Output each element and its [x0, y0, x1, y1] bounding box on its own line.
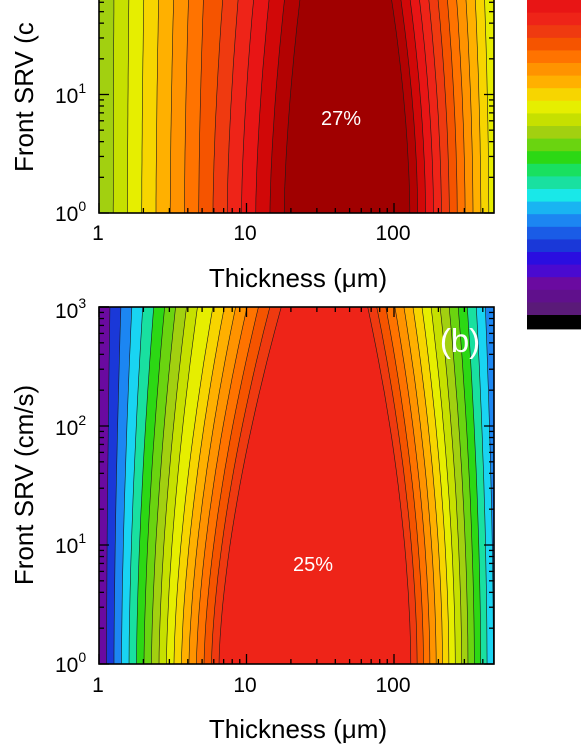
- y-tick-base-b-100: 10: [55, 417, 78, 440]
- colorbar-swatch: [527, 214, 581, 228]
- x-tick-label-a-1: 1: [92, 222, 104, 245]
- colorbar-swatch: [527, 163, 581, 177]
- colorbar-swatch: [527, 75, 581, 89]
- y-tick-exp-b-1000: 3: [78, 295, 86, 311]
- colorbar-swatch: [527, 189, 581, 202]
- y-axis-title-b: Front SRV (cm/s): [9, 385, 39, 585]
- colorbar-swatch: [527, 277, 581, 291]
- colorbar-swatch: [527, 302, 581, 316]
- y-tick-label-a-1: 100: [55, 198, 86, 226]
- x-tick-label-b-100: 100: [375, 674, 410, 697]
- x-tick-label-a-10: 10: [233, 222, 256, 245]
- x-axis-title-b: Thickness (μm): [209, 714, 387, 744]
- y-tick-exp-a-10: 1: [78, 80, 86, 96]
- colorbar-swatch: [527, 12, 581, 26]
- y-tick-label-b-100: 102: [55, 412, 86, 440]
- y-tick-exp-b-10: 1: [78, 530, 86, 546]
- y-tick-label-b-1: 100: [55, 649, 86, 677]
- plot-frame-b: [98, 306, 495, 665]
- contour-plot-a: 27% 1 10 100 100 101 Thickness (μm) Fron…: [9, 0, 495, 293]
- contour-band-a-13: [283, 0, 411, 213]
- contour-fill-b: [99, 307, 494, 664]
- y-tick-base-b-1000: 10: [55, 300, 78, 323]
- colorbar-swatch: [527, 50, 581, 64]
- y-tick-base-b-10: 10: [55, 535, 78, 558]
- colorbar-swatch: [527, 138, 581, 152]
- colorbar-swatch: [527, 176, 581, 190]
- colorbar-swatch: [527, 63, 581, 76]
- colorbar-swatch: [527, 151, 581, 165]
- y-tick-exp-a-1: 0: [78, 198, 86, 214]
- x-axis-title-a: Thickness (μm): [209, 263, 387, 293]
- tick-marks-a: [98, 1, 494, 214]
- colorbar-swatch: [527, 289, 581, 303]
- panel-label-b: (b): [440, 322, 480, 359]
- colorbar-swatch: [527, 315, 581, 330]
- y-tick-label-b-1000: 103: [55, 295, 86, 323]
- y-tick-base-a-10: 10: [55, 85, 78, 108]
- y-tick-base-b-1: 10: [55, 654, 78, 677]
- colorbar-swatch: [527, 100, 581, 114]
- colorbar: [527, 0, 581, 330]
- colorbar-swatch: [527, 126, 581, 139]
- y-tick-base-a-1: 10: [55, 203, 78, 226]
- y-tick-label-a-10: 101: [55, 80, 86, 108]
- y-tick-exp-b-100: 2: [78, 412, 86, 428]
- y-axis-title-a: Front SRV (c: [9, 22, 39, 172]
- colorbar-swatch: [527, 88, 581, 102]
- tick-marks-b: [98, 306, 494, 665]
- colorbar-swatch: [527, 25, 581, 39]
- colorbar-swatch: [527, 201, 581, 215]
- x-tick-label-b-10: 10: [233, 674, 256, 697]
- x-tick-label-a-100: 100: [375, 222, 410, 245]
- colorbar-swatch: [527, 37, 581, 51]
- colorbar-swatch: [527, 252, 581, 265]
- contour-fill-a: [99, 0, 494, 213]
- colorbar-swatch: [527, 239, 581, 253]
- x-tick-label-b-1: 1: [92, 674, 104, 697]
- y-tick-label-b-10: 101: [55, 530, 86, 558]
- y-tick-exp-b-1: 0: [78, 649, 86, 665]
- contour-plot-b: (b) 25% 1 10 100 100 101 102 103 Thickne…: [9, 295, 495, 744]
- colorbar-swatch: [527, 0, 581, 13]
- efficiency-annotation-a: 27%: [321, 108, 361, 130]
- contour-band-b-16: [218, 307, 412, 664]
- colorbar-swatch: [527, 226, 581, 240]
- colorbar-swatch: [527, 113, 581, 127]
- efficiency-annotation-b: 25%: [293, 554, 333, 576]
- colorbar-swatch: [527, 264, 581, 278]
